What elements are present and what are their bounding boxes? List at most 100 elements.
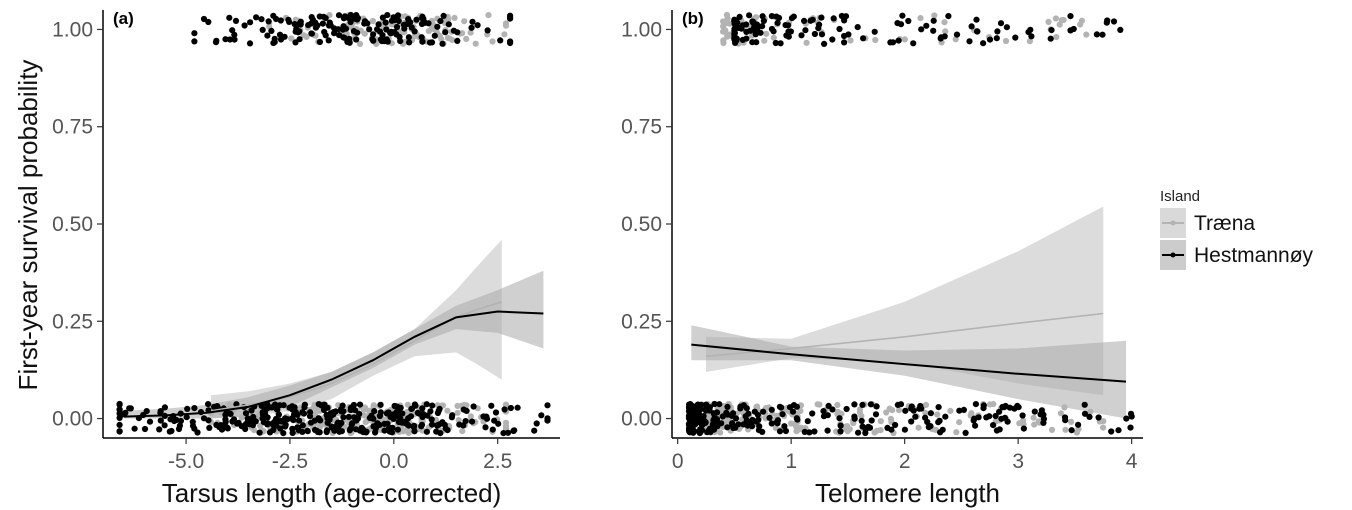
legend: Island Træna Hestmannøy xyxy=(1160,188,1314,270)
data-point xyxy=(331,30,338,37)
data-point xyxy=(753,403,761,410)
data-point xyxy=(787,28,795,35)
data-point xyxy=(339,26,346,33)
x-tick-label: 0.0 xyxy=(379,450,408,473)
data-point xyxy=(322,15,329,22)
data-point xyxy=(1070,25,1077,33)
data-point xyxy=(1031,421,1038,428)
data-point xyxy=(335,12,343,19)
data-point xyxy=(372,429,379,436)
data-point xyxy=(871,28,878,35)
data-point xyxy=(809,410,816,417)
data-point xyxy=(873,403,880,410)
data-point xyxy=(264,32,271,39)
data-point xyxy=(212,39,220,46)
data-point xyxy=(1083,31,1090,38)
y-tick-label: 0.75 xyxy=(52,116,93,139)
data-point xyxy=(834,401,841,409)
x-tick-label: 2.5 xyxy=(483,450,512,473)
data-point xyxy=(711,400,718,408)
x-tick-label: 1 xyxy=(785,450,797,473)
data-point xyxy=(440,12,447,19)
data-point xyxy=(282,421,289,428)
data-point xyxy=(712,419,719,426)
data-point xyxy=(325,37,332,44)
data-point xyxy=(802,27,809,34)
data-point xyxy=(376,412,383,420)
data-point xyxy=(763,30,770,37)
data-point xyxy=(211,403,218,410)
data-point xyxy=(538,412,545,419)
data-point xyxy=(851,401,858,408)
data-point xyxy=(143,408,150,415)
data-point xyxy=(953,429,960,436)
data-point xyxy=(930,17,937,24)
data-point xyxy=(925,424,932,431)
panel-label: (a) xyxy=(113,9,134,28)
data-point xyxy=(370,31,377,38)
data-point xyxy=(844,428,851,435)
data-point xyxy=(732,23,740,30)
data-point xyxy=(1086,413,1093,420)
data-point xyxy=(436,421,443,428)
data-point xyxy=(746,12,753,19)
data-point xyxy=(872,36,879,44)
data-point xyxy=(993,427,1001,434)
data-point xyxy=(753,39,760,46)
data-point xyxy=(1019,412,1026,419)
data-point xyxy=(400,427,407,434)
data-point xyxy=(241,22,248,29)
data-point xyxy=(304,428,311,435)
data-point xyxy=(290,417,297,424)
data-point xyxy=(1108,428,1115,435)
data-point xyxy=(308,14,315,21)
data-point xyxy=(941,19,948,26)
data-point xyxy=(1001,414,1009,421)
data-point xyxy=(851,413,858,420)
data-point xyxy=(374,420,381,428)
data-point xyxy=(295,29,302,36)
data-point xyxy=(305,22,312,29)
data-point xyxy=(291,21,298,28)
data-point xyxy=(935,404,942,411)
x-axis-title: Tarsus length (age-corrected) xyxy=(162,478,502,508)
data-point xyxy=(472,40,479,47)
data-point xyxy=(229,27,236,34)
data-point xyxy=(723,11,731,18)
data-point xyxy=(408,24,415,31)
data-point xyxy=(411,422,418,429)
data-point xyxy=(945,13,952,20)
data-point xyxy=(511,427,518,434)
data-point xyxy=(356,401,364,408)
data-point xyxy=(847,37,854,44)
data-point xyxy=(205,18,212,26)
data-point xyxy=(814,401,821,408)
data-point xyxy=(1030,414,1037,421)
data-point xyxy=(485,12,492,19)
data-point xyxy=(723,20,730,27)
data-point xyxy=(930,27,937,34)
data-point xyxy=(291,404,298,411)
data-point xyxy=(973,16,980,23)
data-point xyxy=(299,422,306,429)
data-point xyxy=(217,423,224,430)
legend-key-hestmannoy xyxy=(1160,240,1186,270)
data-point xyxy=(246,40,254,47)
data-point xyxy=(777,40,784,47)
data-point xyxy=(927,410,935,417)
data-point xyxy=(902,407,909,414)
data-point xyxy=(366,26,373,33)
data-point xyxy=(821,40,828,48)
data-point xyxy=(980,402,987,409)
data-point xyxy=(730,410,737,417)
data-point xyxy=(393,23,401,31)
data-point xyxy=(189,422,197,429)
data-point xyxy=(231,36,238,43)
data-point xyxy=(717,429,724,436)
data-point xyxy=(303,33,310,41)
data-point xyxy=(501,31,508,38)
data-point xyxy=(962,429,969,436)
data-point xyxy=(842,13,850,20)
data-point xyxy=(939,426,946,433)
data-point xyxy=(224,425,231,432)
